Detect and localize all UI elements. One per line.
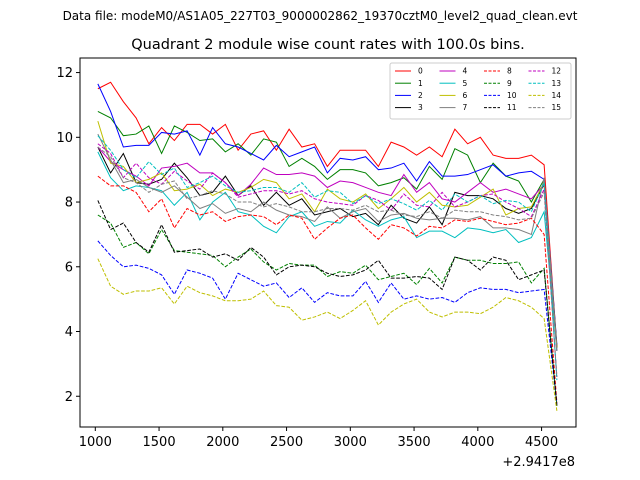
series-line-13 (97, 135, 558, 381)
legend-label-12: 12 (552, 67, 562, 76)
legend-label-10: 10 (507, 91, 517, 100)
legend-label-0: 0 (418, 67, 423, 76)
figure-suptitle: Data file: modeM0/AS1A05_227T03_90000028… (63, 9, 578, 23)
x-tick-label: 4000 (461, 435, 494, 450)
legend-label-1: 1 (418, 79, 423, 88)
legend-label-4: 4 (463, 67, 468, 76)
series-line-9 (97, 214, 558, 407)
series-line-2 (97, 83, 558, 345)
series-line-10 (97, 240, 558, 405)
x-tick-label: 2500 (270, 435, 303, 450)
legend-label-15: 15 (552, 103, 562, 112)
series-line-6 (97, 120, 558, 348)
x-tick-label: 3000 (334, 435, 367, 450)
legend-label-9: 9 (507, 79, 512, 88)
series-line-8 (97, 175, 558, 403)
legend-box (389, 62, 572, 120)
legend-label-5: 5 (463, 79, 468, 88)
plot-lines (97, 81, 558, 411)
series-line-0 (97, 81, 558, 348)
y-tick-label: 10 (56, 131, 73, 146)
x-tick-label: 1500 (143, 435, 176, 450)
legend-label-13: 13 (552, 79, 562, 88)
plot-frame (79, 57, 577, 428)
x-axis: 1000 1500 2000 2500 3000 3500 4000 4500 (79, 427, 558, 450)
legend-label-8: 8 (507, 67, 512, 76)
x-axis-offset-label: +2.9417e8 (502, 455, 575, 470)
x-tick-label: 1000 (79, 435, 112, 450)
legend-label-2: 2 (418, 91, 423, 100)
series-line-4 (97, 146, 558, 351)
y-tick-label: 12 (56, 66, 73, 81)
y-tick-label: 4 (65, 325, 73, 340)
series-line-15 (97, 146, 558, 377)
y-tick-label: 6 (65, 260, 73, 275)
chart-title: Quadrant 2 module wise count rates with … (131, 37, 525, 53)
series-line-11 (97, 200, 558, 407)
x-tick-label: 2000 (206, 435, 239, 450)
y-tick-label: 8 (65, 196, 73, 211)
legend-label-11: 11 (507, 103, 517, 112)
legend-label-7: 7 (463, 103, 468, 112)
x-tick-label: 4500 (525, 435, 558, 450)
x-tick-label: 3500 (398, 435, 431, 450)
legend-label-3: 3 (418, 103, 423, 112)
legend-label-6: 6 (463, 91, 468, 100)
legend-label-14: 14 (552, 91, 562, 100)
series-line-7 (97, 133, 558, 351)
y-axis: 2 4 6 8 10 12 (56, 66, 80, 405)
y-tick-label: 2 (65, 390, 73, 405)
series-line-5 (97, 151, 558, 351)
